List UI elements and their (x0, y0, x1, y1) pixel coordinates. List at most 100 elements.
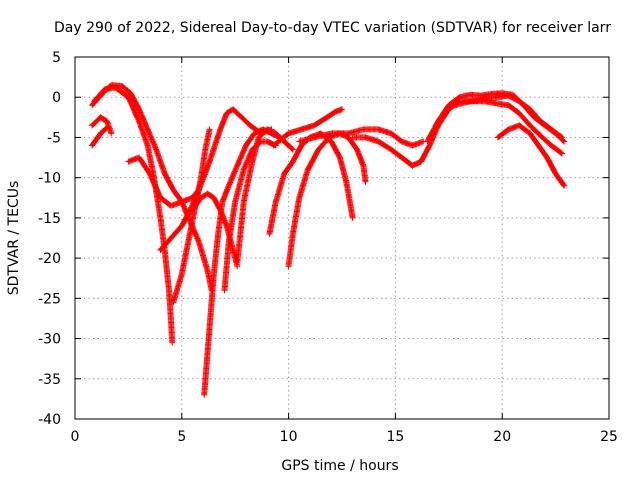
data-point-run (289, 143, 304, 165)
data-point-run (185, 208, 198, 245)
data-point-run (315, 135, 332, 153)
data-point-run (285, 126, 304, 137)
x-tick-label: 25 (600, 429, 618, 445)
data-point-run (91, 87, 108, 105)
data-point-run (324, 109, 338, 121)
data-point-run (215, 200, 226, 237)
data-point-run (304, 147, 321, 173)
data-point-run (552, 170, 568, 189)
data-point-run (388, 146, 404, 160)
data-point-run (221, 240, 232, 294)
data-point-run (119, 83, 133, 96)
series-track-13 (270, 106, 345, 149)
data-point-run (225, 200, 238, 245)
x-tick-label: 15 (386, 429, 404, 445)
data-point-run (281, 159, 296, 177)
data-point-run (136, 154, 152, 176)
data-point-run (343, 178, 356, 221)
data-point-run (289, 196, 303, 237)
data-point-run (232, 167, 247, 205)
data-point-run (285, 232, 296, 270)
data-point-run (272, 171, 287, 205)
x-tick-label: 5 (177, 429, 186, 445)
data-point-run (242, 131, 257, 149)
y-tick-label: -10 (38, 171, 61, 187)
data-point-run (509, 91, 526, 108)
data-point-run (136, 118, 151, 148)
data-point-run (362, 134, 381, 145)
data-point-run (198, 147, 209, 181)
series-track-3 (89, 114, 115, 137)
chart-title: Day 290 of 2022, Sidereal Day-to-day VTE… (54, 20, 611, 36)
data-point-run (482, 98, 500, 107)
data-point-run (398, 154, 415, 168)
data-point-run (541, 122, 558, 136)
data-point-run (178, 240, 191, 278)
y-tick-label: -25 (38, 291, 61, 307)
y-tick-label: 0 (52, 90, 61, 106)
data-point-run (195, 239, 211, 272)
data-point-run (206, 127, 223, 165)
data-point-run (548, 142, 565, 157)
data-point-run (153, 146, 168, 176)
series-track-15 (296, 126, 427, 149)
data-point-run (336, 154, 349, 184)
x-tick-label: 0 (71, 429, 80, 445)
data-point-run (388, 130, 404, 144)
y-tick-label: -5 (47, 130, 61, 146)
data-point-run (296, 167, 311, 201)
data-point-run (161, 170, 176, 192)
y-tick-label: -20 (38, 251, 61, 267)
data-point-run (234, 200, 247, 266)
data-point-run (527, 130, 541, 148)
y-tick-label: -15 (38, 211, 61, 227)
x-tick-label: 10 (280, 429, 298, 445)
data-point-run (544, 154, 558, 176)
data-point-run (112, 84, 131, 100)
data-point-run (375, 126, 393, 137)
data-point-run (266, 200, 279, 237)
data-point-run (535, 142, 550, 160)
data-point-run (281, 138, 296, 153)
data-point-run (157, 235, 174, 254)
y-tick-label: 5 (52, 50, 61, 66)
data-point-run (354, 146, 366, 168)
data-point-run (255, 127, 270, 141)
data-point-run (166, 287, 174, 325)
data-point-run (225, 163, 240, 189)
data-point-run (249, 135, 262, 165)
data-point-run (552, 130, 568, 145)
series-track-7 (170, 126, 213, 306)
data-point-run (527, 122, 543, 138)
data-point-run (360, 162, 369, 185)
x-tick-label: 20 (493, 429, 511, 445)
data-point-run (240, 147, 255, 173)
data-point-run (144, 126, 159, 152)
data-point-run (217, 111, 230, 133)
data-point-run (104, 118, 115, 137)
data-point-run (424, 119, 441, 145)
data-point-run (531, 114, 547, 128)
data-point-run (238, 114, 253, 128)
data-point-run (418, 143, 432, 165)
data-point-run (452, 98, 472, 109)
data-point-run (435, 103, 452, 125)
data-point-run (170, 272, 185, 306)
data-point-run (328, 138, 343, 160)
series-track-1 (89, 82, 215, 294)
data-point-run (204, 312, 214, 358)
series-track-17 (424, 90, 568, 145)
data-point-run (210, 232, 221, 278)
data-point-run (189, 195, 204, 213)
data-point-run (345, 134, 360, 152)
data-point-run (89, 131, 103, 149)
data-point-run (234, 143, 249, 169)
data-point-run (230, 106, 244, 120)
data-point-run (375, 138, 394, 152)
y-axis-label: SDTVAR / TECUs (6, 181, 22, 296)
data-point-run (332, 106, 345, 115)
data-point-run (270, 131, 291, 149)
data-point-run (201, 352, 211, 398)
y-tick-label: -40 (38, 412, 61, 428)
